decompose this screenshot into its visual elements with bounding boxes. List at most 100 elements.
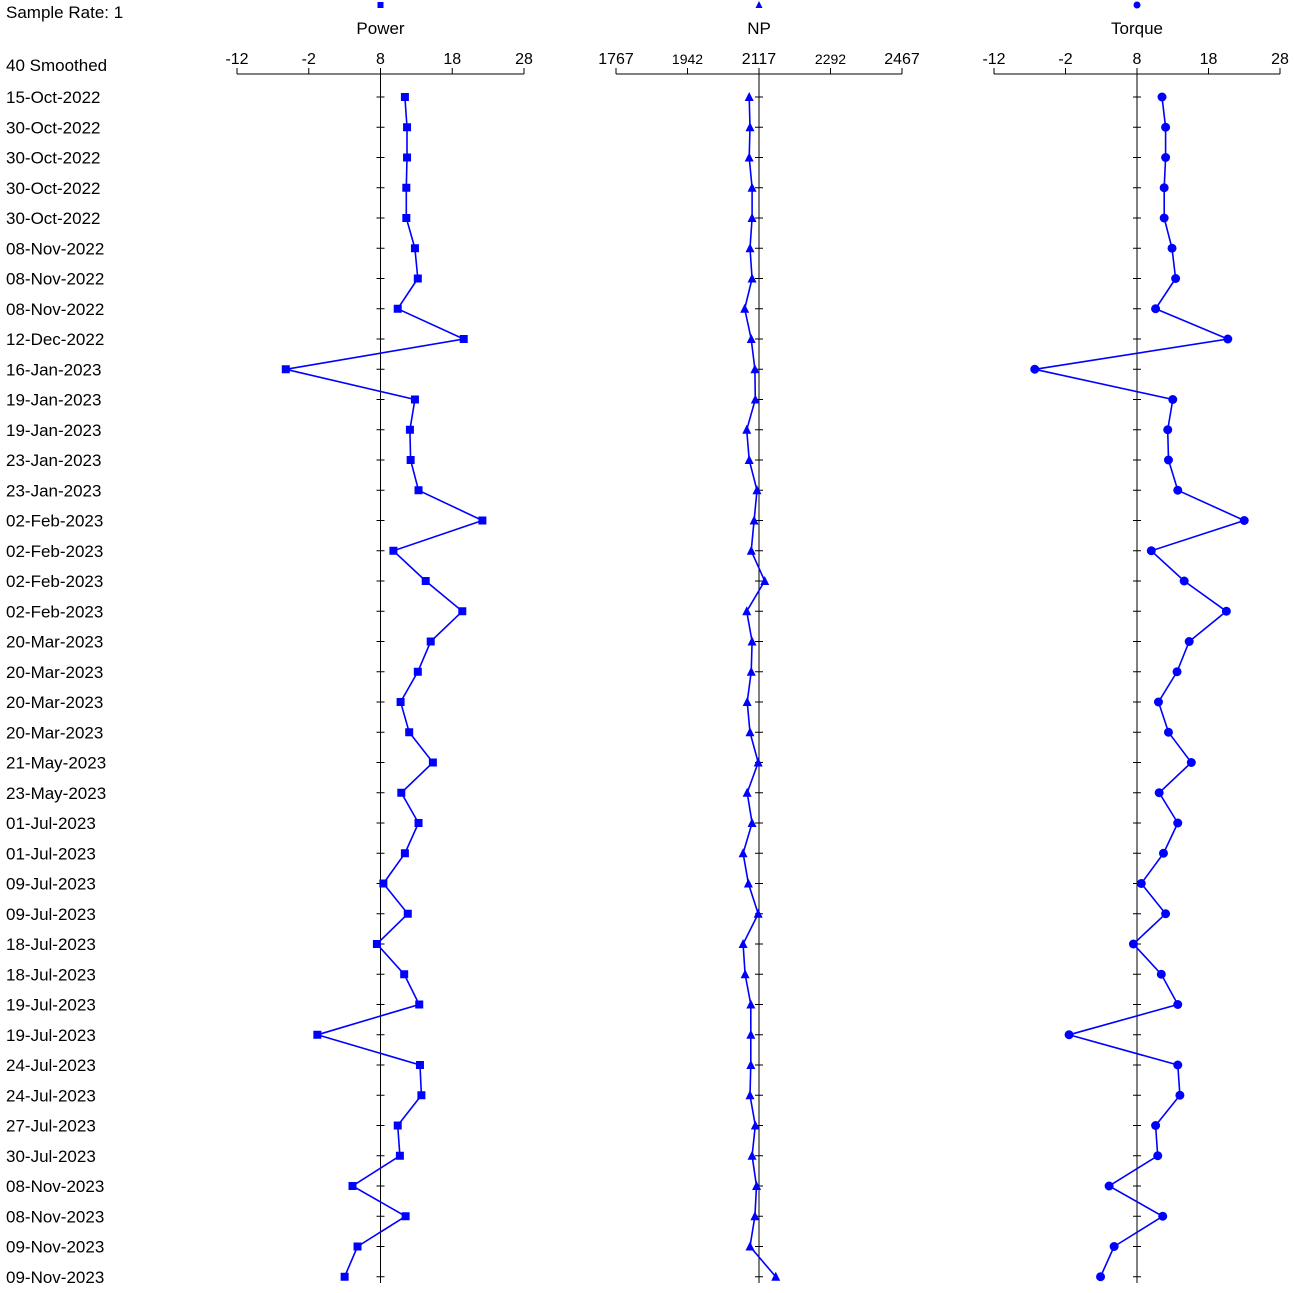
data-point-triangle [747, 273, 757, 283]
data-point-square [396, 698, 405, 706]
data-point-triangle [746, 999, 756, 1009]
category-label: 30-Oct-2022 [6, 179, 101, 198]
data-point-square [393, 1121, 402, 1130]
data-point-triangle [750, 364, 760, 374]
data-point-circle [1163, 425, 1173, 435]
category-label: 30-Oct-2022 [6, 149, 101, 168]
data-point-circle [1104, 1181, 1114, 1191]
category-label: 01-Jul-2023 [6, 814, 96, 833]
data-point-square [415, 1061, 424, 1069]
category-label: 20-Mar-2023 [6, 693, 103, 712]
category-label: 02-Feb-2023 [6, 542, 103, 561]
smoothed-label: 40 Smoothed [6, 56, 107, 75]
legend-marker-square [377, 2, 384, 8]
x-tick-label: -12 [225, 51, 248, 68]
data-point-circle [1223, 334, 1233, 344]
data-point-square [414, 486, 423, 495]
data-point-square [403, 909, 412, 918]
series-line-power [285, 96, 485, 1278]
category-label: 16-Jan-2023 [6, 360, 101, 379]
data-point-square [401, 1212, 410, 1221]
data-point-circle [1161, 122, 1171, 132]
category-label: 08-Nov-2022 [6, 239, 104, 258]
data-point-triangle [749, 515, 759, 525]
data-point-square [313, 1030, 322, 1039]
legend-marker-triangle [755, 1, 763, 8]
data-point-square [478, 516, 487, 525]
data-point-circle [1153, 1151, 1163, 1161]
category-label: 23-Jan-2023 [6, 481, 101, 500]
data-point-square [393, 304, 402, 313]
category-label: 08-Nov-2022 [6, 270, 104, 289]
category-label: 08-Nov-2023 [6, 1207, 104, 1226]
data-point-square [397, 788, 406, 797]
data-point-circle [1221, 606, 1231, 616]
data-point-triangle [742, 787, 752, 797]
data-point-triangle [746, 666, 756, 676]
data-point-triangle [740, 303, 750, 313]
data-point-circle [1186, 758, 1196, 767]
x-tick-label: 28 [515, 51, 533, 68]
data-point-square [410, 395, 419, 404]
data-point-square [281, 365, 290, 374]
data-point-triangle [742, 424, 752, 434]
data-point-square [406, 456, 415, 464]
data-point-circle [1184, 637, 1194, 646]
data-point-circle [1173, 818, 1183, 828]
data-point-triangle [745, 727, 755, 737]
data-point-circle [1146, 546, 1156, 556]
panel-np: 1767 1942 2117 2292 2467 NP [598, 1, 920, 1283]
category-label: 19-Jul-2023 [6, 996, 96, 1015]
data-point-triangle [740, 969, 750, 979]
series-line-torque [1034, 96, 1247, 1278]
category-label: 12-Dec-2022 [6, 330, 104, 349]
data-point-square [459, 335, 468, 343]
category-label: 09-Nov-2023 [6, 1238, 104, 1257]
data-point-circle [1158, 848, 1168, 858]
data-point-square [426, 637, 435, 646]
data-point-circle [1157, 92, 1167, 102]
data-point-square [405, 728, 414, 737]
data-point-triangle [738, 848, 748, 858]
category-label: 19-Jan-2023 [6, 421, 101, 440]
data-point-triangle [750, 394, 760, 404]
data-point-square [400, 93, 409, 101]
data-point-circle [1172, 667, 1182, 677]
data-point-square [403, 123, 412, 132]
data-point-triangle [744, 152, 754, 162]
x-tick-label: 8 [1133, 51, 1142, 68]
data-point-square [395, 1151, 404, 1160]
x-tick-label: 8 [376, 51, 385, 68]
category-label: 30-Oct-2022 [6, 118, 101, 137]
data-point-circle [1154, 788, 1164, 798]
category-label: 09-Nov-2023 [6, 1268, 104, 1287]
x-tick-label: 2467 [884, 51, 920, 68]
data-point-triangle [742, 606, 752, 616]
category-label: 27-Jul-2023 [6, 1117, 96, 1136]
data-point-triangle [738, 939, 748, 948]
data-point-square [348, 1182, 357, 1190]
x-tick-label: -12 [982, 51, 1005, 68]
category-label: 23-May-2023 [6, 784, 106, 803]
category-label: 15-Oct-2022 [6, 88, 101, 107]
data-point-circle [1156, 969, 1166, 979]
category-label: 20-Mar-2023 [6, 633, 103, 652]
data-point-circle [1136, 879, 1146, 888]
data-point-circle [1158, 1211, 1168, 1221]
category-label: 01-Jul-2023 [6, 844, 96, 863]
data-point-circle [1109, 1242, 1119, 1251]
data-point-circle [1163, 727, 1173, 737]
category-label: 19-Jul-2023 [6, 1026, 96, 1045]
data-point-circle [1168, 395, 1178, 404]
data-point-square [417, 1091, 426, 1100]
data-point-circle [1171, 274, 1181, 283]
data-point-triangle [745, 122, 755, 132]
x-tick-label: 28 [1271, 51, 1289, 68]
data-point-circle [1161, 153, 1171, 162]
data-point-triangle [746, 334, 756, 343]
data-point-circle [1163, 455, 1173, 465]
data-point-triangle [760, 576, 770, 585]
category-label: 18-Jul-2023 [6, 935, 96, 954]
data-point-circle [1179, 576, 1189, 586]
